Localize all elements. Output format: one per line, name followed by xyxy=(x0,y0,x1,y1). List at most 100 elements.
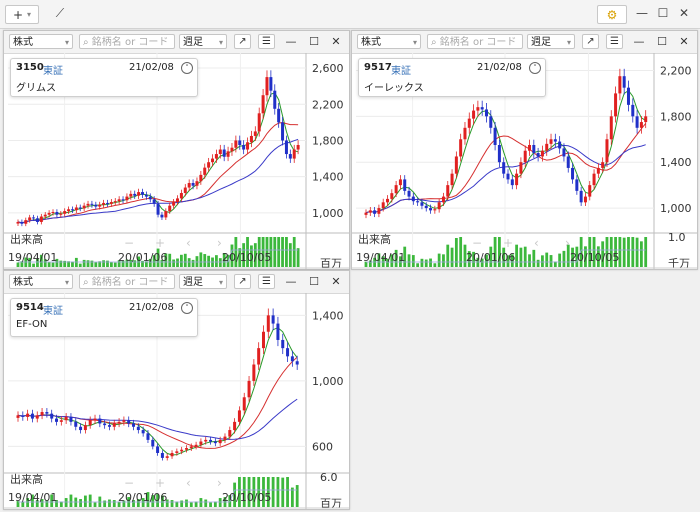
zoom-in-button[interactable]: + xyxy=(503,236,513,250)
candle-body xyxy=(67,209,71,212)
candle-body xyxy=(459,139,463,157)
x-tick-label: 20/10/05 xyxy=(570,251,620,264)
volume-bar xyxy=(411,255,415,267)
candle-body xyxy=(257,113,261,132)
expand-icon[interactable]: ↗ xyxy=(234,34,251,49)
market-select[interactable]: 株式 ▾ xyxy=(9,274,73,289)
menu-icon[interactable]: ☰ xyxy=(258,274,275,289)
chevron-down-icon[interactable]: ˅ xyxy=(529,62,541,74)
market-select[interactable]: 株式 ▾ xyxy=(357,34,421,49)
scroll-left-button[interactable]: ‹ xyxy=(186,236,191,250)
candle-body xyxy=(290,356,294,362)
candle-body xyxy=(605,139,609,163)
panel-close-button[interactable]: ✕ xyxy=(679,35,689,48)
candle-body xyxy=(364,212,368,215)
volume-unit-label: 百万 xyxy=(320,497,342,509)
candle-body xyxy=(93,418,97,421)
volume-bar xyxy=(497,237,501,267)
candle-body xyxy=(98,204,102,207)
candle-body xyxy=(377,208,381,214)
chevron-down-icon[interactable]: ˅ xyxy=(181,302,193,314)
candle-body xyxy=(583,196,587,203)
expand-icon[interactable]: ↗ xyxy=(582,34,599,49)
y-tick-label: 1,000 xyxy=(660,202,692,215)
period-select[interactable]: 週足 ▾ xyxy=(179,274,227,289)
price-chart[interactable]: 2,200 1,800 1,400 1,000 出来高 1.0 千万 − + ‹ › xyxy=(352,53,697,269)
symbol-search-input[interactable]: ⌕ 銘柄名 or コード xyxy=(427,34,523,49)
panel-close-button[interactable]: ✕ xyxy=(331,35,341,48)
panel-minimize-button[interactable]: — xyxy=(633,35,645,48)
volume-bar xyxy=(368,260,372,267)
scroll-right-button[interactable]: › xyxy=(217,236,222,250)
candle-body xyxy=(437,202,441,210)
scroll-right-button[interactable]: › xyxy=(565,236,570,250)
candle-body xyxy=(98,418,102,424)
candle-body xyxy=(209,439,213,442)
panel-minimize-button[interactable]: — xyxy=(285,275,297,288)
candle-body xyxy=(16,415,20,418)
scroll-left-button[interactable]: ‹ xyxy=(534,236,539,250)
volume-bar xyxy=(639,241,643,267)
volume-bar xyxy=(67,261,70,267)
volume-bar xyxy=(454,238,458,267)
volume-bar xyxy=(618,237,622,267)
gear-icon[interactable]: ⚙ xyxy=(597,5,627,24)
scroll-left-button[interactable]: ‹ xyxy=(186,476,191,490)
candle-body xyxy=(141,430,145,434)
candle-body xyxy=(266,315,270,332)
add-window-button[interactable]: + ▾ xyxy=(5,5,39,24)
panel-maximize-button[interactable]: ☐ xyxy=(309,275,319,288)
volume-bar xyxy=(566,244,570,267)
symbol-search-input[interactable]: ⌕ 銘柄名 or コード xyxy=(79,274,175,289)
app-toolbar: + ▾ ⟋ ⚙ — ☐ ✕ xyxy=(0,0,700,29)
candle-body xyxy=(69,416,73,422)
period-select[interactable]: 週足 ▾ xyxy=(179,34,227,49)
zoom-out-button[interactable]: − xyxy=(472,236,482,250)
candle-body xyxy=(64,416,68,421)
candle-body xyxy=(122,420,126,422)
chevron-down-icon[interactable]: ˅ xyxy=(181,62,193,74)
zoom-in-button[interactable]: + xyxy=(155,236,165,250)
zoom-out-button[interactable]: − xyxy=(124,236,134,250)
scroll-right-button[interactable]: › xyxy=(217,476,222,490)
candle-body xyxy=(146,433,150,440)
volume-bar xyxy=(261,237,265,267)
volume-bar xyxy=(605,237,609,267)
volume-bar xyxy=(106,260,109,267)
volume-bar xyxy=(584,246,587,267)
volume-bar xyxy=(592,237,596,267)
candle-body xyxy=(47,212,51,215)
volume-bar xyxy=(32,263,35,267)
volume-bar xyxy=(407,254,411,267)
chart-icon[interactable]: ⟋ xyxy=(55,5,65,20)
volume-bar xyxy=(31,494,34,507)
volume-bar xyxy=(69,494,73,507)
market-select[interactable]: 株式 ▾ xyxy=(9,34,73,49)
volume-bar xyxy=(194,501,198,507)
volume-bar xyxy=(246,237,249,267)
maximize-button[interactable]: ☐ xyxy=(657,6,669,20)
panel-minimize-button[interactable]: — xyxy=(285,35,297,48)
expand-icon[interactable]: ↗ xyxy=(234,274,251,289)
close-button[interactable]: ✕ xyxy=(678,6,690,20)
symbol-search-input[interactable]: ⌕ 銘柄名 or コード xyxy=(79,34,175,49)
volume-bar xyxy=(519,247,523,267)
panel-maximize-button[interactable]: ☐ xyxy=(309,35,319,48)
candle-body xyxy=(132,423,136,427)
candle-body xyxy=(519,162,523,174)
panel-toolbar: 株式 ▾ ⌕ 銘柄名 or コード 週足 ▾ ↗ ☰ — ☐ ✕ xyxy=(4,31,349,54)
menu-icon[interactable]: ☰ xyxy=(606,34,623,49)
volume-bar xyxy=(55,258,59,267)
zoom-out-button[interactable]: − xyxy=(124,476,134,490)
period-select[interactable]: 週足 ▾ xyxy=(527,34,575,49)
candle-body xyxy=(140,192,144,195)
date-label: 21/02/08 xyxy=(477,62,522,73)
volume-bar xyxy=(523,246,527,267)
panel-maximize-button[interactable]: ☐ xyxy=(657,35,667,48)
minimize-button[interactable]: — xyxy=(636,6,648,20)
candle-body xyxy=(463,127,467,140)
menu-icon[interactable]: ☰ xyxy=(258,34,275,49)
panel-close-button[interactable]: ✕ xyxy=(331,275,341,288)
zoom-in-button[interactable]: + xyxy=(155,476,165,490)
